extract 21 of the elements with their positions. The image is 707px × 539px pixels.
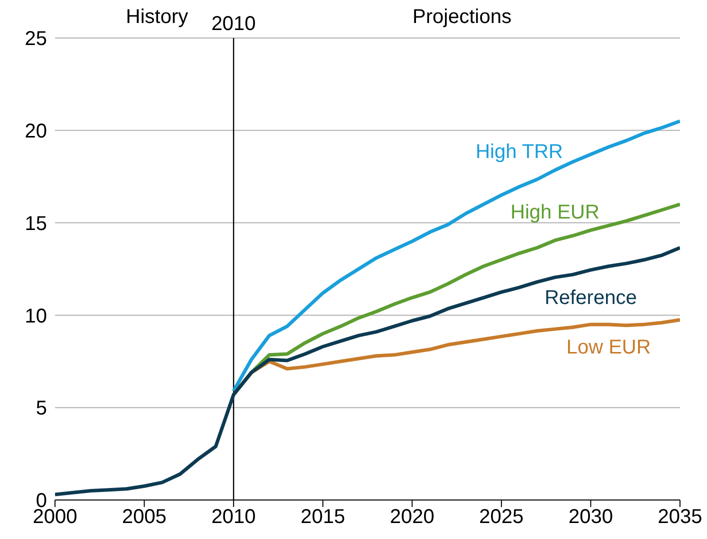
ref-line-label: 2010	[211, 13, 256, 35]
x-tick-label: 2035	[658, 506, 702, 528]
line-series	[55, 246, 680, 496]
x-tick-label: 2030	[568, 506, 613, 528]
x-tick-label: 2010	[211, 506, 256, 528]
line-series	[232, 119, 680, 393]
text: History	[126, 6, 188, 29]
series-label: Reference	[544, 286, 637, 309]
series-label: High TRR	[476, 140, 564, 163]
x-tick-label: 2025	[479, 506, 524, 528]
x-tick-label: 2005	[122, 506, 167, 528]
series-label: High EUR	[510, 201, 600, 224]
series-label: Low EUR	[566, 336, 651, 358]
y-tick-label: 20	[24, 120, 47, 142]
x-tick-label: 2020	[390, 506, 434, 528]
text: Projections	[412, 6, 512, 29]
y-tick-label: 10	[24, 305, 47, 328]
y-tick-label: 5	[36, 398, 47, 420]
x-tick-label: 2015	[300, 506, 346, 528]
y-tick-label: 15	[24, 212, 47, 235]
y-tick-label: 25	[24, 28, 47, 50]
